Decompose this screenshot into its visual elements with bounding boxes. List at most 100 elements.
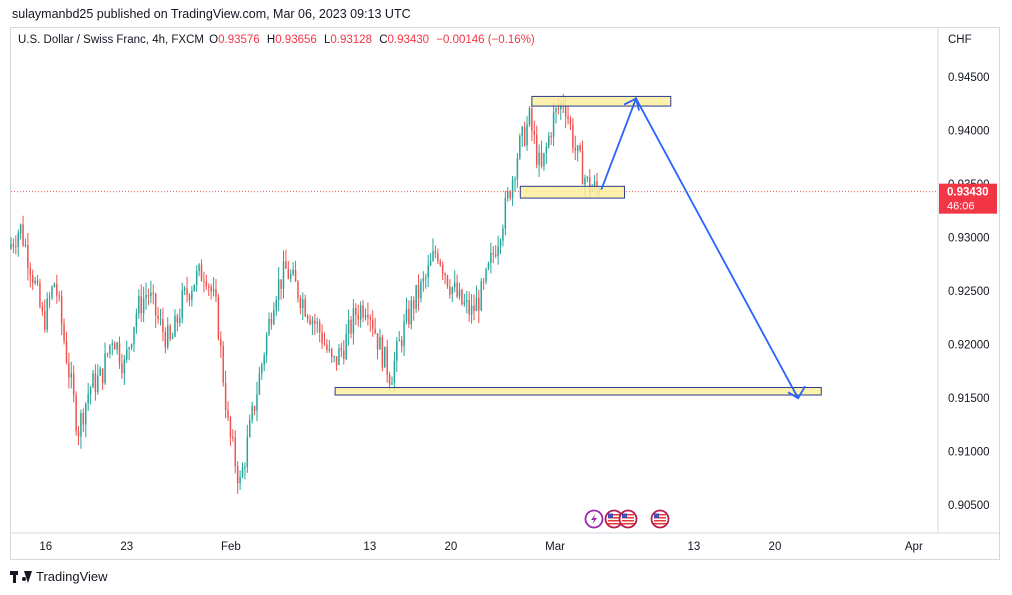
candle-body [531,108,533,131]
open-value: 0.93576 [218,34,260,46]
candle-body [203,281,205,283]
candle-body [371,319,374,329]
candle-body [77,431,80,437]
candle-body [494,254,497,257]
us-flag-event-icon[interactable] [604,509,624,529]
candle-body [446,275,449,287]
candle-body [504,197,507,229]
candle-body [340,348,343,351]
candle-body [596,181,598,190]
arrowhead-down-icon [787,385,806,400]
candle-body [176,315,179,323]
candle-body [123,359,126,374]
candle-body [152,292,155,294]
candle-body [470,305,473,315]
candle-body [145,295,147,299]
candle-body [239,477,241,484]
candle-body [162,319,164,333]
candle-body [323,343,326,345]
candle-body [509,191,511,199]
candle-body [58,295,60,297]
candle-body [439,260,441,265]
candle-body [104,353,106,384]
candle-body [555,108,557,113]
candle-body [403,321,405,347]
chart-frame[interactable] [10,27,1000,560]
price-tick-label: 0.94500 [948,72,990,84]
candle-body [572,124,574,148]
candle-body [533,130,536,135]
candle-body [579,145,581,151]
price-zone-rectangle[interactable] [519,185,625,199]
candle-body [466,300,468,303]
candle-body [478,297,480,311]
price-tick-label: 0.90500 [948,500,990,512]
candle-body [44,311,46,330]
candle-body [65,341,68,363]
candle-body [497,246,499,257]
candle-body [46,298,48,330]
candle-body [99,368,101,376]
candle-body [306,316,309,319]
time-tick-label: Mar [545,541,565,553]
candle-body [89,387,92,395]
candle-body [434,251,437,254]
events-layer[interactable] [584,509,670,529]
candle-body [287,268,290,279]
candle-body [335,356,338,365]
candle-body [48,297,51,299]
candle-body [263,355,265,365]
candle-body [528,108,531,125]
candle-body [292,269,294,275]
candle-body [581,150,584,185]
candle-body [384,346,386,368]
candle-body [289,274,292,279]
candle-body [195,271,198,285]
candle-body [589,177,591,192]
footer-brand[interactable]: TradingView [10,569,108,584]
candle-body [68,362,70,378]
candles-layer [10,93,937,494]
high-label: H [266,34,276,46]
candle-body [338,348,340,365]
candle-body [234,437,237,467]
candle-body [480,281,482,311]
candle-body [374,328,376,334]
projection-path[interactable] [600,96,799,399]
price-axis[interactable]: 0.945000.940000.935000.930000.925000.920… [948,72,990,512]
candle-body [181,290,183,319]
time-axis[interactable]: 16 23 Feb 13 20 Mar 13 20 Apr [39,541,923,553]
price-tick-label: 0.94000 [948,126,990,138]
price-zone-rectangle[interactable] [334,387,822,396]
candle-body [210,286,212,292]
candle-body [273,310,275,324]
candle-body [543,153,545,167]
time-tick-label: 20 [444,541,457,553]
us-flag-event-icon[interactable] [618,509,638,529]
candle-body [159,319,162,321]
candle-body [507,191,509,198]
candle-body [355,307,357,315]
candle-body [376,333,379,350]
candle-body [268,318,270,335]
candle-body [330,348,333,358]
lightning-event-icon[interactable] [584,509,604,529]
candle-body [297,281,299,299]
candle-body [191,291,193,301]
candle-body [130,344,133,348]
candle-body [473,305,475,312]
candle-body [138,295,140,314]
candle-body [586,177,589,179]
candle-body [343,350,345,360]
candle-body [381,337,384,368]
time-tick-label: 20 [769,541,782,553]
candle-body [367,315,369,318]
candle-body [75,395,77,432]
annotations-layer[interactable] [334,95,822,400]
candle-body [188,295,191,301]
price-zone-rectangle[interactable] [531,95,672,107]
candle-body [499,240,502,247]
candle-body [359,305,362,320]
us-flag-event-icon[interactable] [650,509,670,529]
